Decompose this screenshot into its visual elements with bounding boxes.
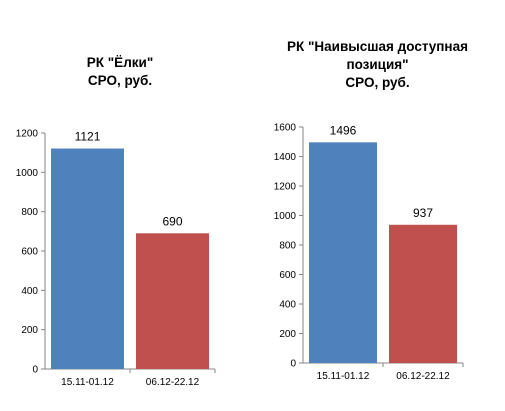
- bar: [309, 142, 377, 363]
- x-tick-label: 06.12-22.12: [146, 377, 200, 388]
- y-tick-label: 400: [21, 286, 38, 297]
- chart-title-line-3: СРО, руб.: [345, 75, 410, 90]
- y-tick-label: 1600: [274, 123, 297, 134]
- data-label: 1121: [75, 130, 101, 144]
- bar: [136, 233, 209, 369]
- y-tick-label: 1200: [274, 182, 297, 193]
- bar-chart-top-position: 0 200 400 600 800 1000 1200 1400 1600 1496 15.11-0…: [274, 123, 464, 382]
- y-tick-label: 1000: [16, 168, 39, 179]
- y-tick-label: 0: [32, 365, 38, 376]
- bar: [51, 148, 124, 369]
- data-label: 690: [162, 214, 182, 228]
- y-tick-label: 400: [279, 300, 296, 311]
- chart-title-line-2: СРО, руб.: [87, 73, 153, 88]
- bar-chart-elki: 0 200 400 600 800 1000 1200 1121 15.11-01.12 690 0…: [16, 129, 216, 388]
- y-tick-label: 1400: [274, 152, 297, 163]
- chart-title-line-1: РК "Наивысшая доступная: [287, 39, 468, 54]
- bar: [389, 224, 457, 363]
- chart-title-line-1: РК "Ёлки": [86, 55, 154, 70]
- y-tick-label: 200: [279, 329, 296, 340]
- x-tick-label: 06.12-22.12: [396, 371, 450, 382]
- data-label: 937: [413, 206, 433, 220]
- y-tick-label: 0: [290, 359, 296, 370]
- y-tick-label: 1200: [16, 129, 39, 140]
- y-tick-label: 800: [279, 241, 296, 252]
- y-tick-label: 800: [21, 207, 38, 218]
- y-tick-label: 600: [21, 247, 38, 258]
- y-tick-label: 200: [21, 325, 38, 336]
- x-tick-label: 15.11-01.12: [317, 371, 370, 382]
- chart-title: РК "Ёлки" СРО, руб.: [0, 54, 240, 90]
- x-tick-label: 15.11-01.12: [61, 377, 114, 388]
- chart-title-line-2: позиция": [346, 57, 409, 72]
- y-tick-label: 600: [279, 270, 296, 281]
- chart-elki: РК "Ёлки" СРО, руб. 0 200 400 600 800 1000 120…: [0, 0, 240, 411]
- chart-top-position: РК "Наивысшая доступная позиция" СРО, ру…: [250, 0, 505, 411]
- chart-title: РК "Наивысшая доступная позиция" СРО, ру…: [250, 38, 505, 92]
- y-tick-label: 1000: [274, 211, 297, 222]
- data-label: 1496: [330, 123, 357, 137]
